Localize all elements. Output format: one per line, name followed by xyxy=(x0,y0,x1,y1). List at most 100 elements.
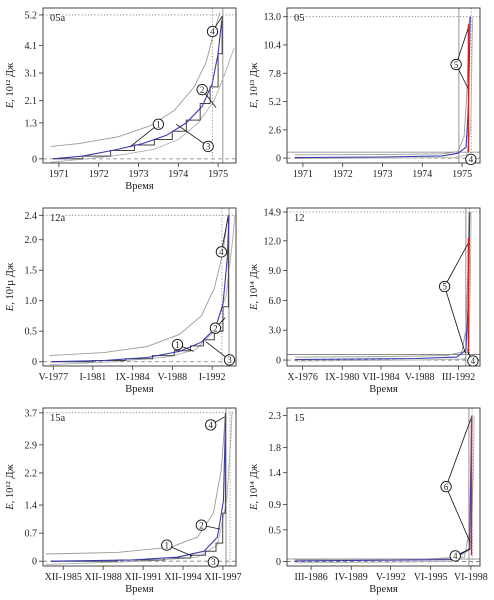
series-model xyxy=(50,416,227,562)
y-tick-label: 2.3 xyxy=(269,411,282,422)
series-step xyxy=(51,412,226,562)
x-axis-label: Время xyxy=(369,584,398,595)
callout-leader xyxy=(176,123,209,147)
y-tick-label: 0 xyxy=(276,154,281,165)
callout-label: 4 xyxy=(469,155,474,165)
x-tick-label: 1974 xyxy=(168,169,188,180)
x-tick-label: III-1992 xyxy=(442,372,475,383)
y-tick-label: 2.0 xyxy=(25,235,38,246)
y-tick-label: 12.0 xyxy=(264,236,282,247)
callout-label: 4 xyxy=(210,27,215,37)
callout-label: 4 xyxy=(471,356,476,366)
plot-area xyxy=(287,208,480,366)
x-tick-label: IX-1984 xyxy=(116,372,150,383)
callout-circle xyxy=(152,118,165,130)
callout-circle xyxy=(467,355,479,367)
y-axis-symbol: E xyxy=(5,304,16,312)
y-tick-label: 1.4 xyxy=(269,468,282,479)
x-tick-label: VI-1995 xyxy=(414,572,448,583)
y-tick-label: 3.1 xyxy=(25,69,38,80)
callout-circle xyxy=(449,550,461,562)
callout-label: 5 xyxy=(454,60,459,70)
callout-circle xyxy=(161,539,173,551)
x-tick-label: V-1988 xyxy=(158,372,188,383)
plot-frame xyxy=(286,207,481,367)
y-tick-label: 10.4 xyxy=(264,40,282,51)
callout-label: 3 xyxy=(227,355,232,365)
callout-circle xyxy=(440,481,452,493)
x-tick-label: III-1986 xyxy=(294,572,327,583)
y-tick-label: 3.0 xyxy=(269,326,282,337)
panel-12a: V-1977 I-1981 IX-1984 V-1988 I-1992 0 0.5 1.0 1.… xyxy=(5,207,237,395)
y-tick-label: 1.4 xyxy=(25,501,38,512)
callout-leader xyxy=(220,218,229,252)
y-tick-label: 0.5 xyxy=(25,327,38,338)
panel-15a: XII-1985 XII-1988 XII-1991 XII-1994 XII-1997… xyxy=(5,407,242,595)
plot-frame xyxy=(286,407,481,567)
series-model xyxy=(52,20,223,160)
plot-frame xyxy=(286,7,481,164)
y-axis-unit: , 10¹⁴ Дж xyxy=(249,463,260,503)
panel-title: 05a xyxy=(50,13,66,24)
series-model xyxy=(51,215,230,363)
plot-frame xyxy=(42,7,237,164)
callout-leader xyxy=(445,418,472,487)
callout-leader xyxy=(444,243,469,287)
y-tick-label: 2.6 xyxy=(269,125,282,136)
callout-label: 1 xyxy=(156,119,161,129)
plot-area xyxy=(287,408,480,566)
x-tick-label: I-1992 xyxy=(199,372,226,383)
x-tick-label: XII-1994 xyxy=(164,572,201,583)
plot-frame xyxy=(42,207,237,367)
x-tick-label: 1971 xyxy=(49,169,69,180)
x-tick-label: 1972 xyxy=(89,169,109,180)
callout-circle xyxy=(196,84,208,96)
y-tick-label: 7.8 xyxy=(269,69,282,80)
y-tick-label: 1.3 xyxy=(25,118,38,129)
callout-label: 4 xyxy=(453,551,458,561)
y-tick-label: 1.8 xyxy=(269,443,282,454)
x-tick-label: VI-1998 xyxy=(454,572,488,583)
y-tick-label: 1.5 xyxy=(25,266,38,277)
series-lower xyxy=(45,412,233,565)
callout-circle xyxy=(202,140,214,153)
callout-circle xyxy=(450,58,462,71)
y-axis-unit: , 10¹² Дж xyxy=(5,62,16,102)
y-tick-label: 0 xyxy=(32,557,37,568)
y-axis-symbol: E xyxy=(5,101,16,109)
callout-leader xyxy=(455,28,469,65)
y-tick-label: 0.7 xyxy=(25,529,38,540)
callout-circle xyxy=(438,280,451,293)
callout-label: 3 xyxy=(206,142,211,152)
x-tick-label: XII-1988 xyxy=(85,572,122,583)
y-axis-label: E, 10¹⁴ Дж xyxy=(249,463,260,511)
plot-area xyxy=(43,408,236,566)
callout-circle xyxy=(195,519,208,531)
x-tick-label: 1973 xyxy=(129,169,149,180)
x-tick-label: V-1992 xyxy=(376,572,406,583)
panel-15: III-1986 IV-1989 V-1992 VI-1995 VI-1998 0 0.5 0… xyxy=(249,407,488,595)
x-tick-label: I-1981 xyxy=(80,372,107,383)
series-upper xyxy=(294,16,471,156)
panel-title: 12a xyxy=(50,213,66,224)
x-tick-label: V-1988 xyxy=(405,372,435,383)
y-tick-label: 0.5 xyxy=(269,525,282,536)
series-upper xyxy=(45,412,226,555)
y-axis-unit: , 10¹µ Дж xyxy=(5,262,16,305)
series-lower xyxy=(295,211,472,362)
plot-frame xyxy=(42,407,237,567)
y-tick-label: 0.9 xyxy=(269,500,282,511)
x-tick-label: IV-1989 xyxy=(335,572,368,583)
panel-title: 12 xyxy=(294,213,305,224)
callout-label: 4 xyxy=(219,247,224,257)
y-tick-label: 0 xyxy=(32,357,37,368)
y-axis-symbol: E xyxy=(5,503,16,511)
x-tick-label: V-1977 xyxy=(38,372,68,383)
y-tick-label: 0 xyxy=(276,356,281,367)
callout-label: 4 xyxy=(208,420,213,430)
callout-circle xyxy=(207,556,220,568)
panel-05a: 1971 1972 1973 1974 1975 0 1.3 2.1 3.1 4.1 5.2 05a В… xyxy=(5,7,237,192)
x-tick-label: XII-1985 xyxy=(45,572,82,583)
y-tick-label: 14.9 xyxy=(264,207,282,218)
callout-label: 3 xyxy=(211,557,216,567)
